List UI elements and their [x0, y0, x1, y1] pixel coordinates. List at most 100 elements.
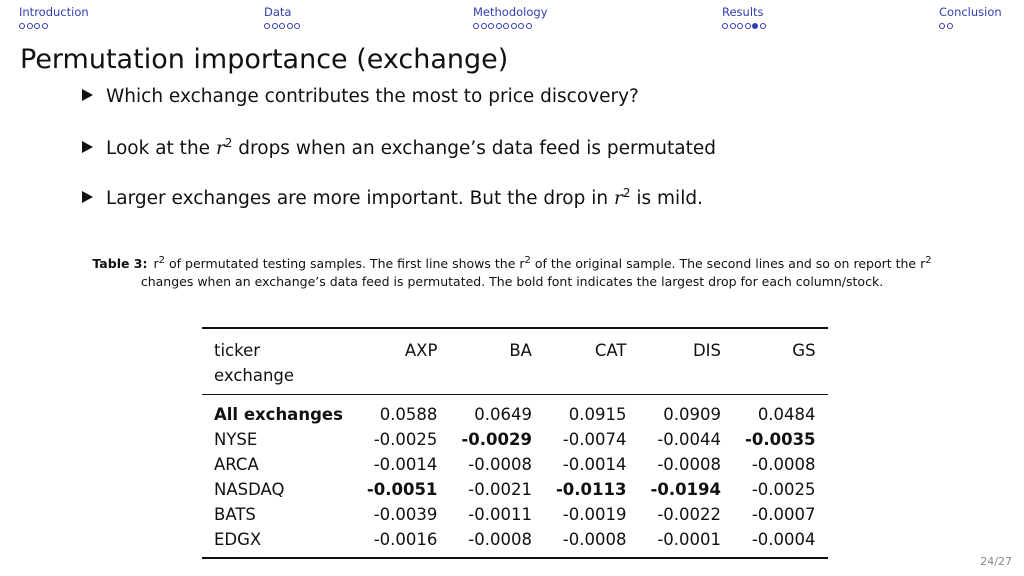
table-cell: -0.0007: [751, 505, 816, 524]
nav-dot[interactable]: [488, 23, 494, 29]
table-cell: -0.0008: [468, 455, 532, 474]
table-cell: -0.0022: [657, 505, 722, 524]
nav-dot[interactable]: [41, 23, 48, 29]
section-navigation: Introduction Data Methodology Results Co…: [0, 5, 1024, 35]
table-row: NYSE -0.0025 -0.0029 -0.0074 -0.0044 -0.0035: [202, 427, 828, 452]
nav-section-methodology: Methodology: [473, 5, 548, 29]
caption-text: of the original sample. The second lines…: [530, 256, 926, 272]
table-cell: 0.0484: [757, 405, 816, 424]
nav-progress-dots: [264, 23, 300, 29]
table-caption: Table 3: r2 of permutated testing samples…: [72, 252, 952, 291]
nav-progress-dots: [473, 23, 548, 29]
nav-dot[interactable]: [264, 23, 270, 29]
row-label: BATS: [214, 505, 256, 524]
nav-dot[interactable]: [729, 23, 736, 29]
table-cell: -0.0001: [638, 527, 734, 559]
r-variable: r: [215, 138, 225, 160]
table-cell: -0.0021: [468, 480, 532, 499]
caption-text: of permutated testing samples. The first…: [165, 256, 525, 272]
table-cell: -0.0014: [562, 455, 627, 474]
superscript: 2: [524, 255, 531, 266]
nav-dot[interactable]: [503, 23, 509, 29]
caption-label: Table 3:: [92, 256, 148, 272]
bullet-text: Larger exchanges are more important. But…: [106, 188, 615, 210]
bullet-text: Which exchange contributes the most to p…: [106, 86, 639, 107]
bullet-triangle-icon: [82, 89, 93, 101]
bullet-item: Which exchange contributes the most to p…: [82, 86, 639, 107]
nav-dot[interactable]: [946, 23, 953, 29]
column-header: CAT: [543, 327, 639, 363]
bullet-triangle-icon: [82, 191, 93, 204]
table-cell: -0.0029: [461, 430, 532, 449]
table-cell: -0.0008: [543, 527, 639, 559]
table-cell: -0.0004: [733, 527, 828, 559]
table-cell: -0.0025: [373, 430, 438, 449]
bullet-text: drops when an exchange’s data feed is pe…: [232, 138, 717, 160]
nav-dot[interactable]: [19, 23, 25, 29]
nav-dot[interactable]: [759, 23, 766, 29]
table-cell: -0.0035: [745, 430, 816, 449]
table-cell: -0.0019: [562, 505, 627, 524]
nav-dot[interactable]: [518, 23, 524, 29]
header-exchange: exchange: [202, 363, 355, 395]
table-cell: -0.0011: [468, 505, 532, 524]
caption-text: r: [153, 256, 159, 272]
row-label: NYSE: [214, 430, 258, 449]
nav-dot[interactable]: [722, 23, 728, 29]
table-cell: 0.0649: [474, 405, 532, 424]
nav-dot[interactable]: [286, 23, 293, 29]
table-row: ARCA -0.0014 -0.0008 -0.0014 -0.0008 -0.0008: [202, 452, 828, 477]
nav-dot[interactable]: [473, 23, 479, 29]
table-row: NASDAQ -0.0051 -0.0021 -0.0113 -0.0194 -0.002…: [202, 477, 828, 502]
table-row: EDGX -0.0016 -0.0008 -0.0008 -0.0001 -0.0004: [202, 527, 828, 559]
nav-link-data[interactable]: Data: [264, 5, 292, 19]
header-ticker: ticker: [202, 327, 355, 363]
table-cell: -0.0113: [555, 480, 627, 499]
nav-link-conclusion[interactable]: Conclusion: [939, 5, 1002, 19]
nav-dot[interactable]: [279, 23, 285, 29]
bullet-text: is mild.: [630, 188, 703, 210]
table-row: All exchanges 0.0588 0.0649 0.0915 0.0909 0.0…: [202, 395, 828, 428]
nav-dot[interactable]: [26, 23, 33, 29]
table-header-row: ticker AXP BA CAT DIS GS: [202, 327, 828, 363]
nav-dot[interactable]: [744, 23, 751, 29]
nav-link-methodology[interactable]: Methodology: [473, 5, 548, 19]
page-number: 24/27: [980, 555, 1012, 568]
nav-section-introduction: Introduction: [19, 5, 89, 29]
row-label: ARCA: [214, 455, 259, 474]
table-cell: -0.0039: [373, 505, 438, 524]
nav-progress-dots: [939, 23, 1002, 29]
nav-dot-current[interactable]: [752, 23, 758, 29]
table-cell: -0.0025: [751, 480, 816, 499]
nav-dot[interactable]: [34, 23, 40, 29]
column-header: DIS: [638, 327, 734, 363]
nav-link-introduction[interactable]: Introduction: [19, 5, 89, 19]
table-cell: -0.0008: [657, 455, 722, 474]
nav-dot[interactable]: [271, 23, 278, 29]
column-header: AXP: [354, 327, 450, 363]
nav-dot[interactable]: [737, 23, 743, 29]
slide-title: Permutation importance (exchange): [20, 44, 509, 75]
nav-progress-dots: [722, 23, 766, 29]
row-label: EDGX: [202, 527, 355, 559]
nav-link-results[interactable]: Results: [722, 5, 764, 19]
table-cell: -0.0051: [366, 480, 438, 499]
superscript: 2: [158, 255, 166, 266]
nav-dot[interactable]: [510, 23, 517, 29]
results-table: ticker AXP BA CAT DIS GS exchange All ex…: [202, 327, 828, 559]
table-subheader-row: exchange: [202, 363, 828, 395]
column-header: BA: [449, 327, 544, 363]
table-cell: -0.0074: [562, 430, 627, 449]
bullet-text: Look at the: [106, 138, 216, 160]
nav-dot[interactable]: [939, 23, 945, 29]
table-cell: 0.0909: [663, 405, 722, 424]
nav-dot[interactable]: [480, 23, 487, 29]
table-body: All exchanges 0.0588 0.0649 0.0915 0.0909 0.0…: [202, 395, 828, 559]
nav-section-results: Results: [722, 5, 766, 29]
nav-dot[interactable]: [495, 23, 502, 29]
table-cell: -0.0016: [354, 527, 450, 559]
superscript: 2: [224, 136, 233, 150]
nav-dot[interactable]: [294, 23, 300, 29]
nav-dot[interactable]: [525, 23, 532, 29]
table-row: BATS -0.0039 -0.0011 -0.0019 -0.0022 -0.0007: [202, 502, 828, 527]
